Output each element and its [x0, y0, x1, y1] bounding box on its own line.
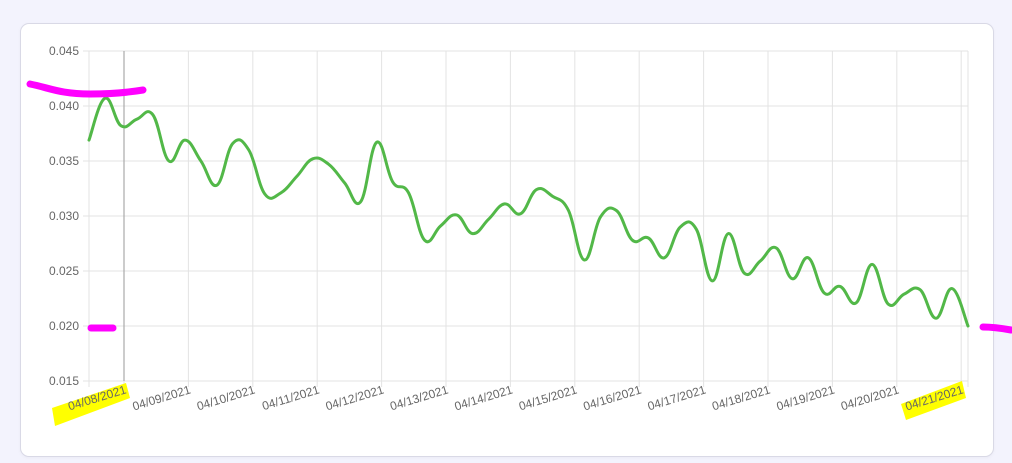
y-tick-label: 0.030 — [49, 209, 79, 223]
x-tick-label: 04/09/2021 — [131, 382, 193, 413]
yellow-highlights — [52, 381, 966, 426]
highlight-last-date — [901, 381, 966, 420]
x-tick-label: 04/17/2021 — [646, 382, 708, 413]
x-tick-label: 04/16/2021 — [582, 382, 644, 413]
magenta-annotations — [26, 80, 1012, 334]
y-tick-label: 0.045 — [49, 44, 79, 58]
y-tick-label: 0.040 — [49, 99, 79, 113]
magenta-mark-top — [26, 80, 147, 98]
x-tick-label: 04/11/2021 — [260, 382, 321, 413]
magenta-mark-right — [979, 323, 1012, 334]
x-tick-label: 04/10/2021 — [195, 382, 257, 413]
y-tick-label: 0.025 — [49, 264, 79, 278]
x-tick-label: 04/19/2021 — [775, 382, 837, 413]
x-tick-label: 04/15/2021 — [517, 382, 579, 413]
series-line — [87, 96, 970, 328]
x-tick-label: 04/20/2021 — [839, 382, 901, 413]
y-tick-label: 0.035 — [49, 154, 79, 168]
x-tick-label: 04/18/2021 — [710, 382, 772, 413]
chart-card — [20, 23, 994, 457]
y-tick-label: 0.015 — [49, 374, 79, 388]
highlight-first-date — [52, 383, 130, 426]
series-layer — [87, 96, 970, 328]
gridlines — [83, 50, 969, 387]
x-tick-label: 04/14/2021 — [453, 382, 515, 413]
tick-labels: 0.0450.0400.0350.0300.0250.0200.01504/08… — [49, 44, 965, 413]
x-tick-label: 04/13/2021 — [388, 382, 450, 413]
x-tick-label: 04/12/2021 — [324, 382, 386, 413]
y-tick-label: 0.020 — [49, 319, 79, 333]
